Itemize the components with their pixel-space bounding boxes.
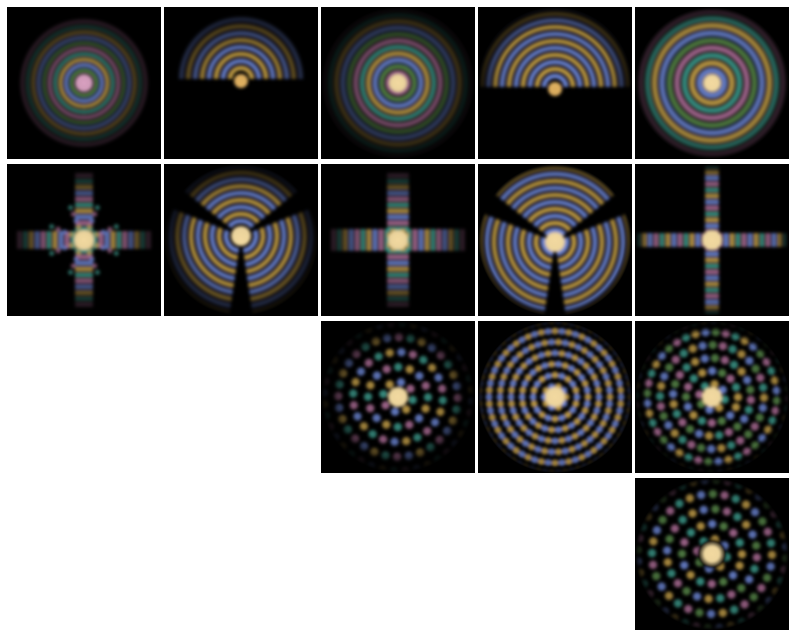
pattern-tile-rings-full: [635, 7, 789, 159]
pattern-tile-lattice-ring: [635, 478, 789, 630]
pattern-tile-lattice-round: [321, 321, 475, 473]
pattern-svg: [164, 164, 318, 316]
pattern-svg: [16, 172, 152, 308]
pattern-svg: [321, 7, 475, 159]
pattern-svg: [478, 7, 632, 96]
pattern-svg: [478, 321, 632, 473]
pattern-svg: [635, 164, 789, 316]
pattern-tile-arcs-offset: [164, 7, 318, 159]
pattern-svg: [478, 164, 632, 316]
pattern-tile-tri-arcs: [164, 164, 318, 316]
pattern-tile-cross-blocky: [321, 164, 475, 316]
pattern-tile-arcs-offset-large: [478, 7, 632, 159]
pattern-svg: [178, 16, 304, 88]
pattern-svg: [19, 18, 149, 148]
pattern-svg: [330, 172, 466, 308]
pattern-tile-rings: [7, 7, 161, 159]
pattern-tile-lattice-penta: [478, 321, 632, 473]
pattern-tile-star-4: [7, 164, 161, 316]
pattern-svg: [635, 321, 789, 473]
pattern-svg: [635, 478, 789, 630]
pattern-svg: [321, 321, 475, 473]
pattern-svg: [635, 7, 789, 159]
pattern-tile-tri-arcs-large: [478, 164, 632, 316]
pattern-tile-lattice-dense: [635, 321, 789, 473]
pattern-tile-cross-thin: [635, 164, 789, 316]
pattern-tile-rings-wide: [321, 7, 475, 159]
